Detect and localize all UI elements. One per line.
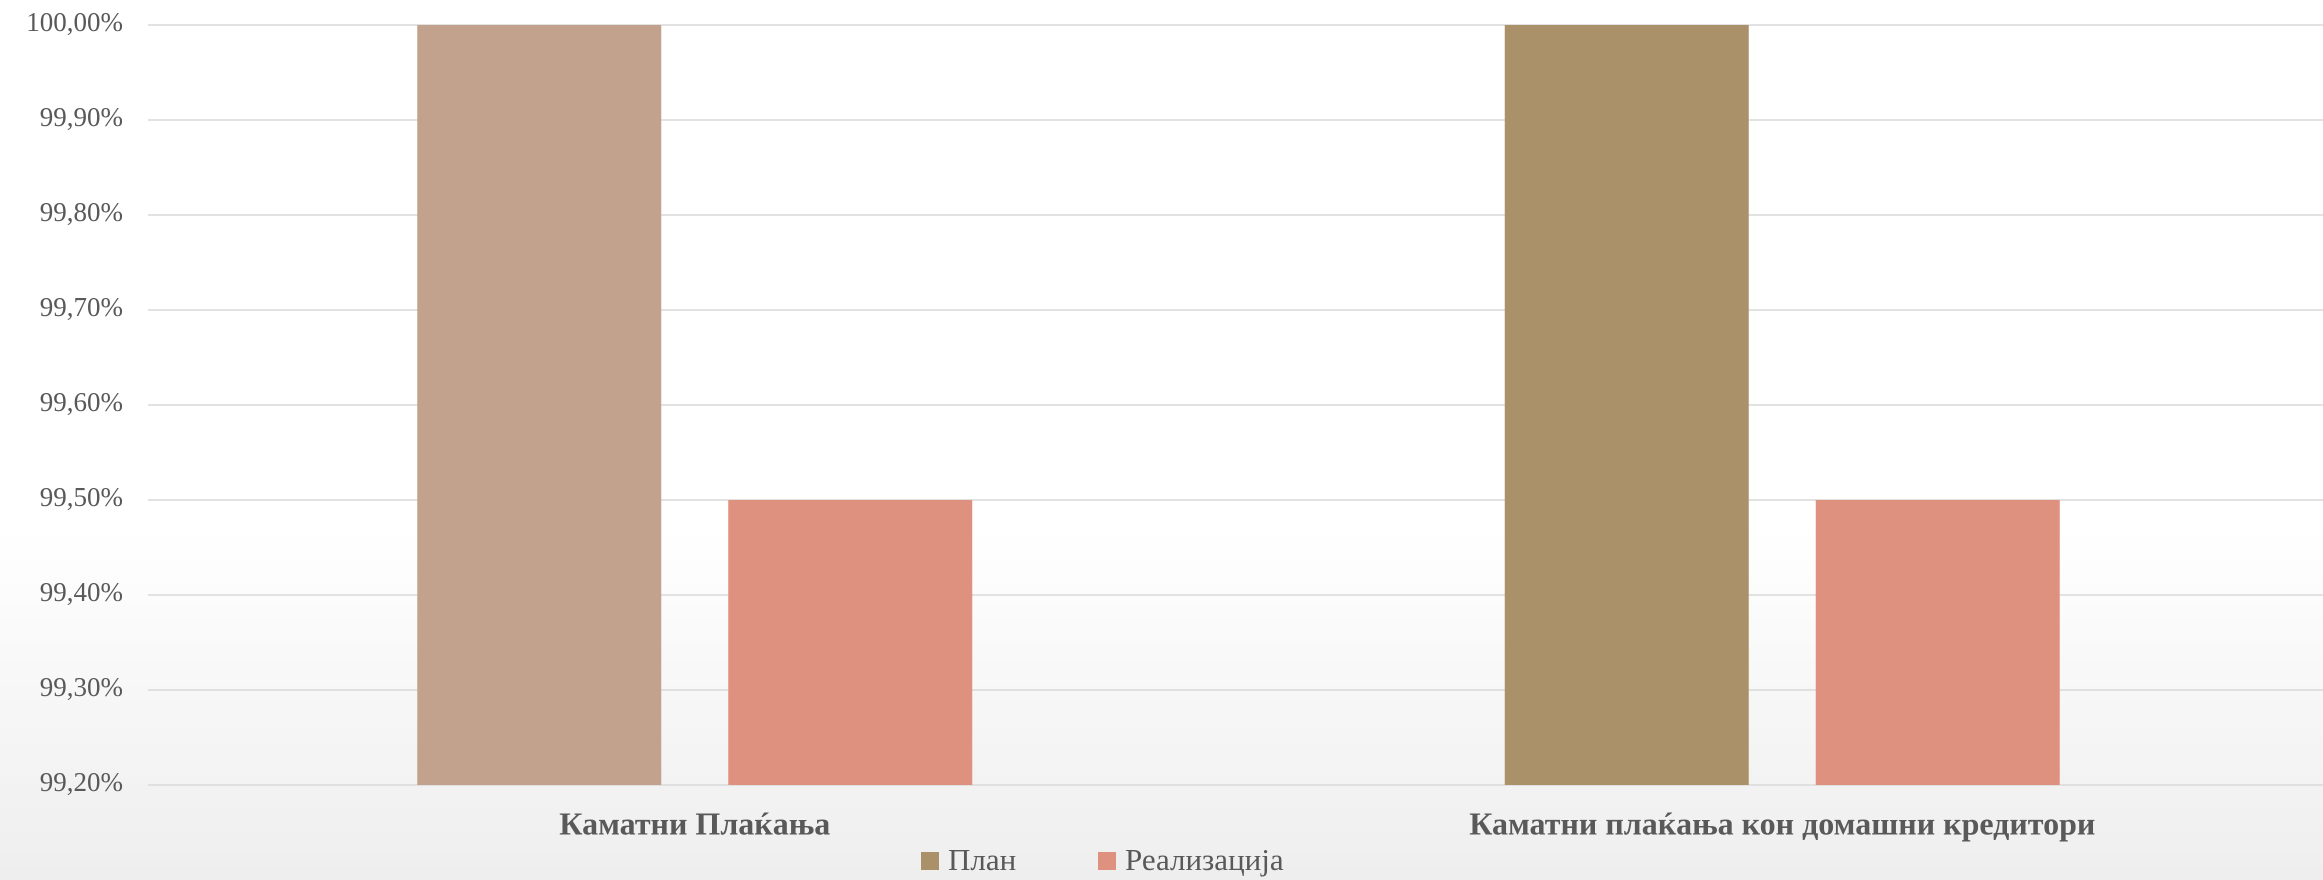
bar [728,500,973,785]
bar [417,25,662,785]
bar [1504,25,1749,785]
y-tick-label: 99,80% [40,197,123,227]
x-tick-label: Каматни Плаќања [559,805,830,841]
y-tick-label: 99,20% [40,767,123,797]
legend-label: План [948,842,1016,877]
y-tick-label: 99,50% [40,482,123,512]
y-tick-label: 99,70% [40,292,123,322]
y-tick-label: 99,90% [40,102,123,132]
y-tick-label: 100,00% [26,7,123,37]
legend-label: Реализација [1125,842,1284,877]
legend-swatch [1098,852,1116,870]
y-tick-label: 99,60% [40,387,123,417]
bar [1815,500,2060,785]
x-tick-label: Каматни плаќања кон домашни кредитори [1469,805,2095,841]
legend-swatch [921,852,939,870]
y-tick-label: 99,30% [40,672,123,702]
y-tick-label: 99,40% [40,577,123,607]
